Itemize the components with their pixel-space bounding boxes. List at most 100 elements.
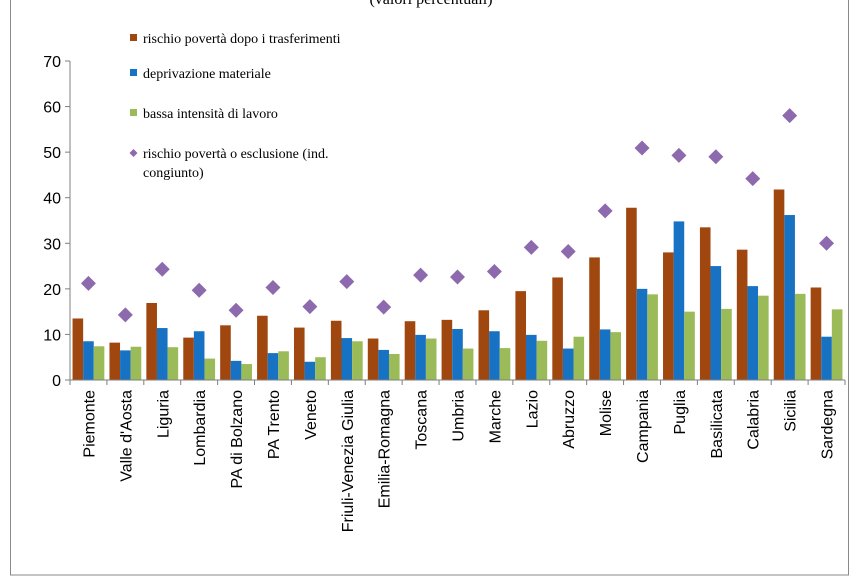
- bar-deprivazione: [378, 349, 389, 380]
- y-tick-label: 10: [43, 327, 61, 344]
- bar-rischio: [72, 318, 84, 380]
- y-tick-label: 60: [43, 100, 61, 117]
- bar-deprivazione: [120, 350, 131, 380]
- marker-rischio-esclusione: [819, 235, 835, 251]
- marker-rischio-esclusione: [486, 264, 502, 280]
- bar-deprivazione: [710, 266, 722, 380]
- marker-rischio-esclusione: [413, 267, 429, 283]
- bar-bassa-intensita: [684, 311, 695, 380]
- y-tick-label: 50: [43, 145, 61, 162]
- bar-rischio: [626, 207, 637, 380]
- x-tick-label: Calabria: [746, 390, 763, 450]
- bar-deprivazione: [304, 361, 316, 380]
- x-tick-label: Basilicata: [709, 390, 726, 459]
- bar-deprivazione: [562, 348, 574, 380]
- marker-rischio-esclusione: [560, 243, 576, 259]
- bar-rischio: [293, 327, 305, 380]
- legend-label: deprivazione materiale: [143, 67, 271, 82]
- marker-rischio-esclusione: [302, 299, 318, 315]
- bar-rischio: [699, 227, 711, 380]
- x-tick-label: Piemonte: [82, 390, 99, 458]
- x-tick-label: Lombardia: [192, 390, 209, 466]
- y-tick-label: 40: [43, 191, 61, 208]
- bars-layer: [72, 189, 843, 380]
- legend-label: congiunto): [143, 166, 204, 181]
- bar-deprivazione: [415, 334, 426, 380]
- marker-rischio-esclusione: [450, 269, 465, 285]
- marker-rischio-esclusione: [117, 307, 133, 323]
- marker-rischio-esclusione: [745, 171, 761, 187]
- legend-swatch: [130, 109, 137, 116]
- bar-deprivazione: [821, 336, 832, 380]
- x-tick-label: Abruzzo: [561, 390, 578, 449]
- marker-rischio-esclusione: [782, 108, 798, 124]
- legend-swatch: [130, 34, 137, 41]
- x-tick-label: Sardegna: [820, 390, 837, 459]
- chart-frame: [10, 0, 849, 576]
- bar-bassa-intensita: [93, 346, 105, 380]
- bar-rischio: [257, 315, 268, 380]
- marker-rischio-esclusione: [523, 239, 539, 255]
- bar-rischio: [330, 320, 342, 380]
- bar-rischio: [552, 277, 563, 380]
- bar-rischio: [773, 189, 785, 380]
- bar-rischio: [736, 249, 748, 380]
- legend-swatch: [129, 149, 138, 157]
- bar-deprivazione: [156, 328, 168, 380]
- x-tick-label: Friuli-Venezia Giulia: [340, 390, 357, 532]
- markers-layer: [80, 108, 835, 323]
- bar-rischio: [146, 302, 157, 380]
- x-tick-label: Campania: [635, 390, 652, 463]
- axes: 0 10 20 30 40 50 60 70 Piemonte Valle d'Aosta Ligu…: [43, 54, 846, 532]
- bar-bassa-intensita: [167, 347, 179, 380]
- bar-deprivazione: [489, 331, 500, 380]
- bar-deprivazione: [636, 288, 648, 380]
- bar-bassa-intensita: [204, 358, 216, 380]
- y-tick-label: 70: [43, 54, 61, 71]
- bar-deprivazione: [784, 215, 795, 380]
- bar-deprivazione: [341, 338, 353, 380]
- x-tick-label: Molise: [598, 390, 615, 436]
- chart-title: (valori percentuali): [369, 0, 492, 8]
- bar-bassa-intensita: [758, 295, 769, 380]
- bar-bassa-intensita: [831, 309, 843, 380]
- bar-bassa-intensita: [425, 338, 437, 380]
- bar-bassa-intensita: [315, 357, 326, 380]
- bar-deprivazione: [230, 360, 242, 380]
- bar-rischio: [589, 257, 600, 380]
- bar-deprivazione: [267, 353, 279, 380]
- marker-rischio-esclusione: [80, 275, 96, 291]
- bar-bassa-intensita: [462, 348, 474, 380]
- bar-bassa-intensita: [536, 340, 548, 380]
- x-tick-label: Umbria: [451, 390, 468, 442]
- x-tick-label: Toscana: [414, 390, 431, 450]
- bar-rischio: [220, 325, 231, 380]
- bar-bassa-intensita: [721, 308, 732, 380]
- bar-bassa-intensita: [388, 354, 400, 380]
- x-tick-label: Puglia: [672, 390, 689, 435]
- x-tick-label: Emilia-Romagna: [377, 390, 394, 508]
- bar-rischio: [109, 342, 121, 380]
- legend-label: rischio povertà dopo i trasferimenti: [143, 32, 341, 47]
- y-tick-label: 30: [43, 236, 61, 253]
- bar-deprivazione: [526, 334, 537, 380]
- x-tick-label: Marche: [487, 390, 504, 443]
- marker-rischio-esclusione: [708, 149, 724, 165]
- legend-label: rischio povertà o esclusione (ind.: [143, 147, 328, 162]
- marker-rischio-esclusione: [228, 302, 244, 318]
- y-tick-label: 20: [43, 282, 61, 299]
- marker-rischio-esclusione: [634, 140, 650, 156]
- bar-rischio: [810, 287, 822, 380]
- marker-rischio-esclusione: [154, 261, 170, 277]
- marker-rischio-esclusione: [265, 279, 281, 295]
- x-tick-label: Lazio: [524, 390, 541, 428]
- marker-rischio-esclusione: [376, 299, 392, 315]
- bar-rischio: [663, 252, 674, 380]
- bar-bassa-intensita: [499, 348, 511, 380]
- bar-deprivazione: [193, 331, 205, 380]
- marker-rischio-esclusione: [597, 203, 613, 219]
- bar-deprivazione: [747, 286, 759, 380]
- x-tick-label: Veneto: [303, 390, 320, 440]
